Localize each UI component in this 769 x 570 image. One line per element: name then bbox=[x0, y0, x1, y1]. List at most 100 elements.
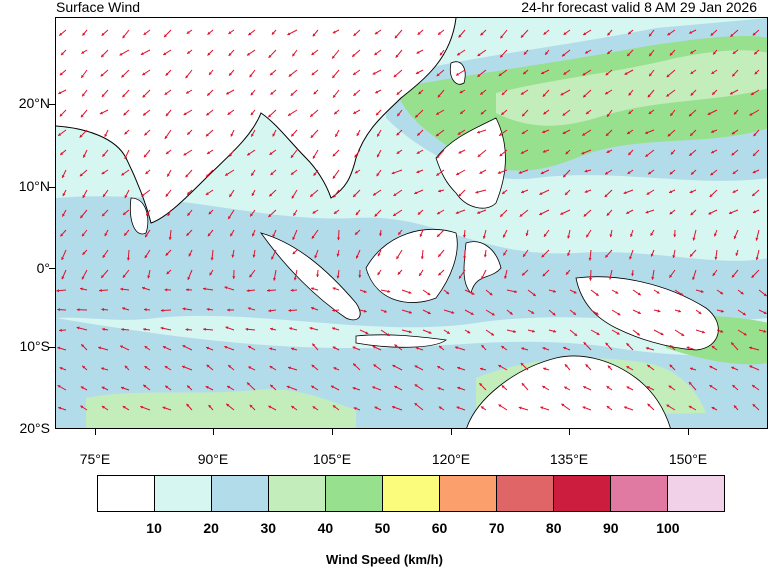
wind-arrow-head bbox=[645, 346, 649, 350]
lon-tick bbox=[213, 429, 214, 435]
wind-arrow-head bbox=[143, 154, 147, 158]
wind-map[interactable] bbox=[55, 17, 768, 429]
sri-lanka bbox=[129, 197, 149, 235]
wind-arrow-head bbox=[460, 111, 464, 114]
wind-arrow-head bbox=[627, 171, 631, 174]
wind-arrow-head bbox=[438, 189, 442, 193]
wind-arrow-head bbox=[457, 131, 461, 135]
wind-arrow-head bbox=[624, 406, 628, 410]
wind-arrow-head bbox=[231, 254, 235, 258]
wind-arrow-head bbox=[657, 309, 661, 313]
wind-arrow-head bbox=[553, 329, 557, 333]
wind-arrow-head bbox=[182, 345, 186, 348]
legend-swatch bbox=[98, 476, 155, 511]
wind-arrow-head bbox=[287, 32, 291, 36]
wind-arrow-head bbox=[543, 233, 547, 237]
wind-arrow-head bbox=[542, 93, 546, 97]
wind-arrow-head bbox=[205, 133, 209, 137]
wind-arrow-head bbox=[561, 403, 565, 407]
wind-arrow-head bbox=[711, 71, 715, 74]
wind-arrow-head bbox=[501, 385, 505, 389]
philippines bbox=[435, 117, 506, 209]
wind-arrow-head bbox=[631, 273, 635, 277]
wind-arrow-head bbox=[708, 211, 712, 215]
wind-arrow-head bbox=[376, 173, 380, 177]
wind-arrow-head bbox=[480, 367, 483, 371]
wind-arrow-head bbox=[248, 366, 252, 370]
legend-swatch bbox=[440, 476, 497, 511]
wind-arrow-head bbox=[731, 131, 735, 135]
wind-arrow-head bbox=[143, 112, 147, 116]
wind-speed-legend bbox=[97, 475, 725, 512]
wind-arrow-head bbox=[689, 152, 693, 156]
wind-arrow-head bbox=[250, 112, 254, 116]
wind-arrow-head bbox=[225, 172, 229, 176]
wind-arrow-head bbox=[207, 151, 211, 154]
wind-arrow-head bbox=[416, 50, 420, 54]
legend-swatch bbox=[155, 476, 212, 511]
wind-arrow-head bbox=[379, 233, 383, 237]
wind-arrow-head bbox=[122, 274, 126, 278]
wind-arrow-head bbox=[626, 211, 630, 214]
wind-arrow-head bbox=[477, 73, 481, 77]
wind-arrow-head bbox=[462, 234, 467, 238]
wind-arrow-head bbox=[436, 155, 440, 159]
wind-arrow-head bbox=[82, 251, 86, 255]
wind-arrow-head bbox=[333, 367, 337, 370]
wind-arrow-head bbox=[250, 213, 253, 217]
wind-arrow-head bbox=[122, 94, 126, 98]
wind-arrow-head bbox=[246, 382, 250, 386]
wind-arrow-head bbox=[205, 192, 209, 195]
wind-arrow-head bbox=[501, 112, 505, 115]
legend-swatch bbox=[269, 476, 326, 511]
wind-arrow-head bbox=[224, 345, 228, 349]
wind-arrow-head bbox=[140, 52, 144, 55]
wind-arrow-head bbox=[733, 235, 737, 239]
lat-label-10s: 10°S bbox=[19, 338, 50, 354]
wind-arrow-head bbox=[648, 111, 652, 114]
wind-arrow-head bbox=[414, 365, 418, 369]
wind-arrow-head bbox=[480, 111, 484, 115]
wind-arrow-head bbox=[207, 92, 211, 96]
wind-arrow-head bbox=[605, 133, 609, 136]
wind-arrow-head bbox=[186, 403, 190, 407]
wind-arrow-head bbox=[58, 133, 62, 136]
wind-arrow-head bbox=[518, 406, 522, 410]
wind-arrow-head bbox=[499, 153, 503, 157]
wind-arrow-head bbox=[185, 328, 189, 332]
wind-arrow-head bbox=[122, 212, 126, 215]
wind-arrow-head bbox=[293, 277, 297, 281]
wind-arrow-head bbox=[76, 308, 80, 312]
wind-arrow-head bbox=[187, 276, 191, 280]
wind-arrow-head bbox=[387, 289, 391, 293]
wind-arrow-head bbox=[164, 34, 167, 38]
wind-arrow-head bbox=[542, 385, 546, 389]
wind-arrow-head bbox=[372, 386, 376, 390]
wind-arrow-head bbox=[520, 34, 524, 38]
wind-arrow-head bbox=[229, 72, 232, 76]
wind-arrow-head bbox=[386, 333, 390, 336]
wind-arrow-head bbox=[352, 346, 356, 350]
wind-arrow-head bbox=[247, 152, 251, 156]
wind-arrow-head bbox=[142, 72, 146, 76]
wind-arrow-head bbox=[732, 51, 736, 54]
wind-arrow-head bbox=[418, 91, 422, 95]
wind-arrow-head bbox=[712, 91, 716, 95]
wind-arrow-head bbox=[669, 364, 673, 368]
wind-arrow-head bbox=[310, 113, 314, 117]
wind-arrow-head bbox=[564, 364, 568, 368]
wind-arrow-head bbox=[543, 31, 547, 35]
wind-arrow-head bbox=[521, 347, 525, 351]
lat-tick bbox=[49, 347, 55, 348]
wind-arrow-head bbox=[121, 74, 125, 78]
wind-arrow-head bbox=[143, 32, 147, 35]
wind-arrow-head bbox=[141, 193, 145, 197]
wind-arrow-head bbox=[398, 231, 402, 235]
wind-arrow-head bbox=[165, 113, 169, 117]
map-title: Surface Wind bbox=[56, 0, 141, 15]
wind-arrow-head bbox=[491, 332, 494, 336]
lon-label-150e: 150°E bbox=[668, 451, 708, 467]
wind-arrow-head bbox=[143, 384, 147, 388]
wind-arrow-head bbox=[459, 90, 463, 94]
wind-arrow-head bbox=[268, 54, 272, 58]
